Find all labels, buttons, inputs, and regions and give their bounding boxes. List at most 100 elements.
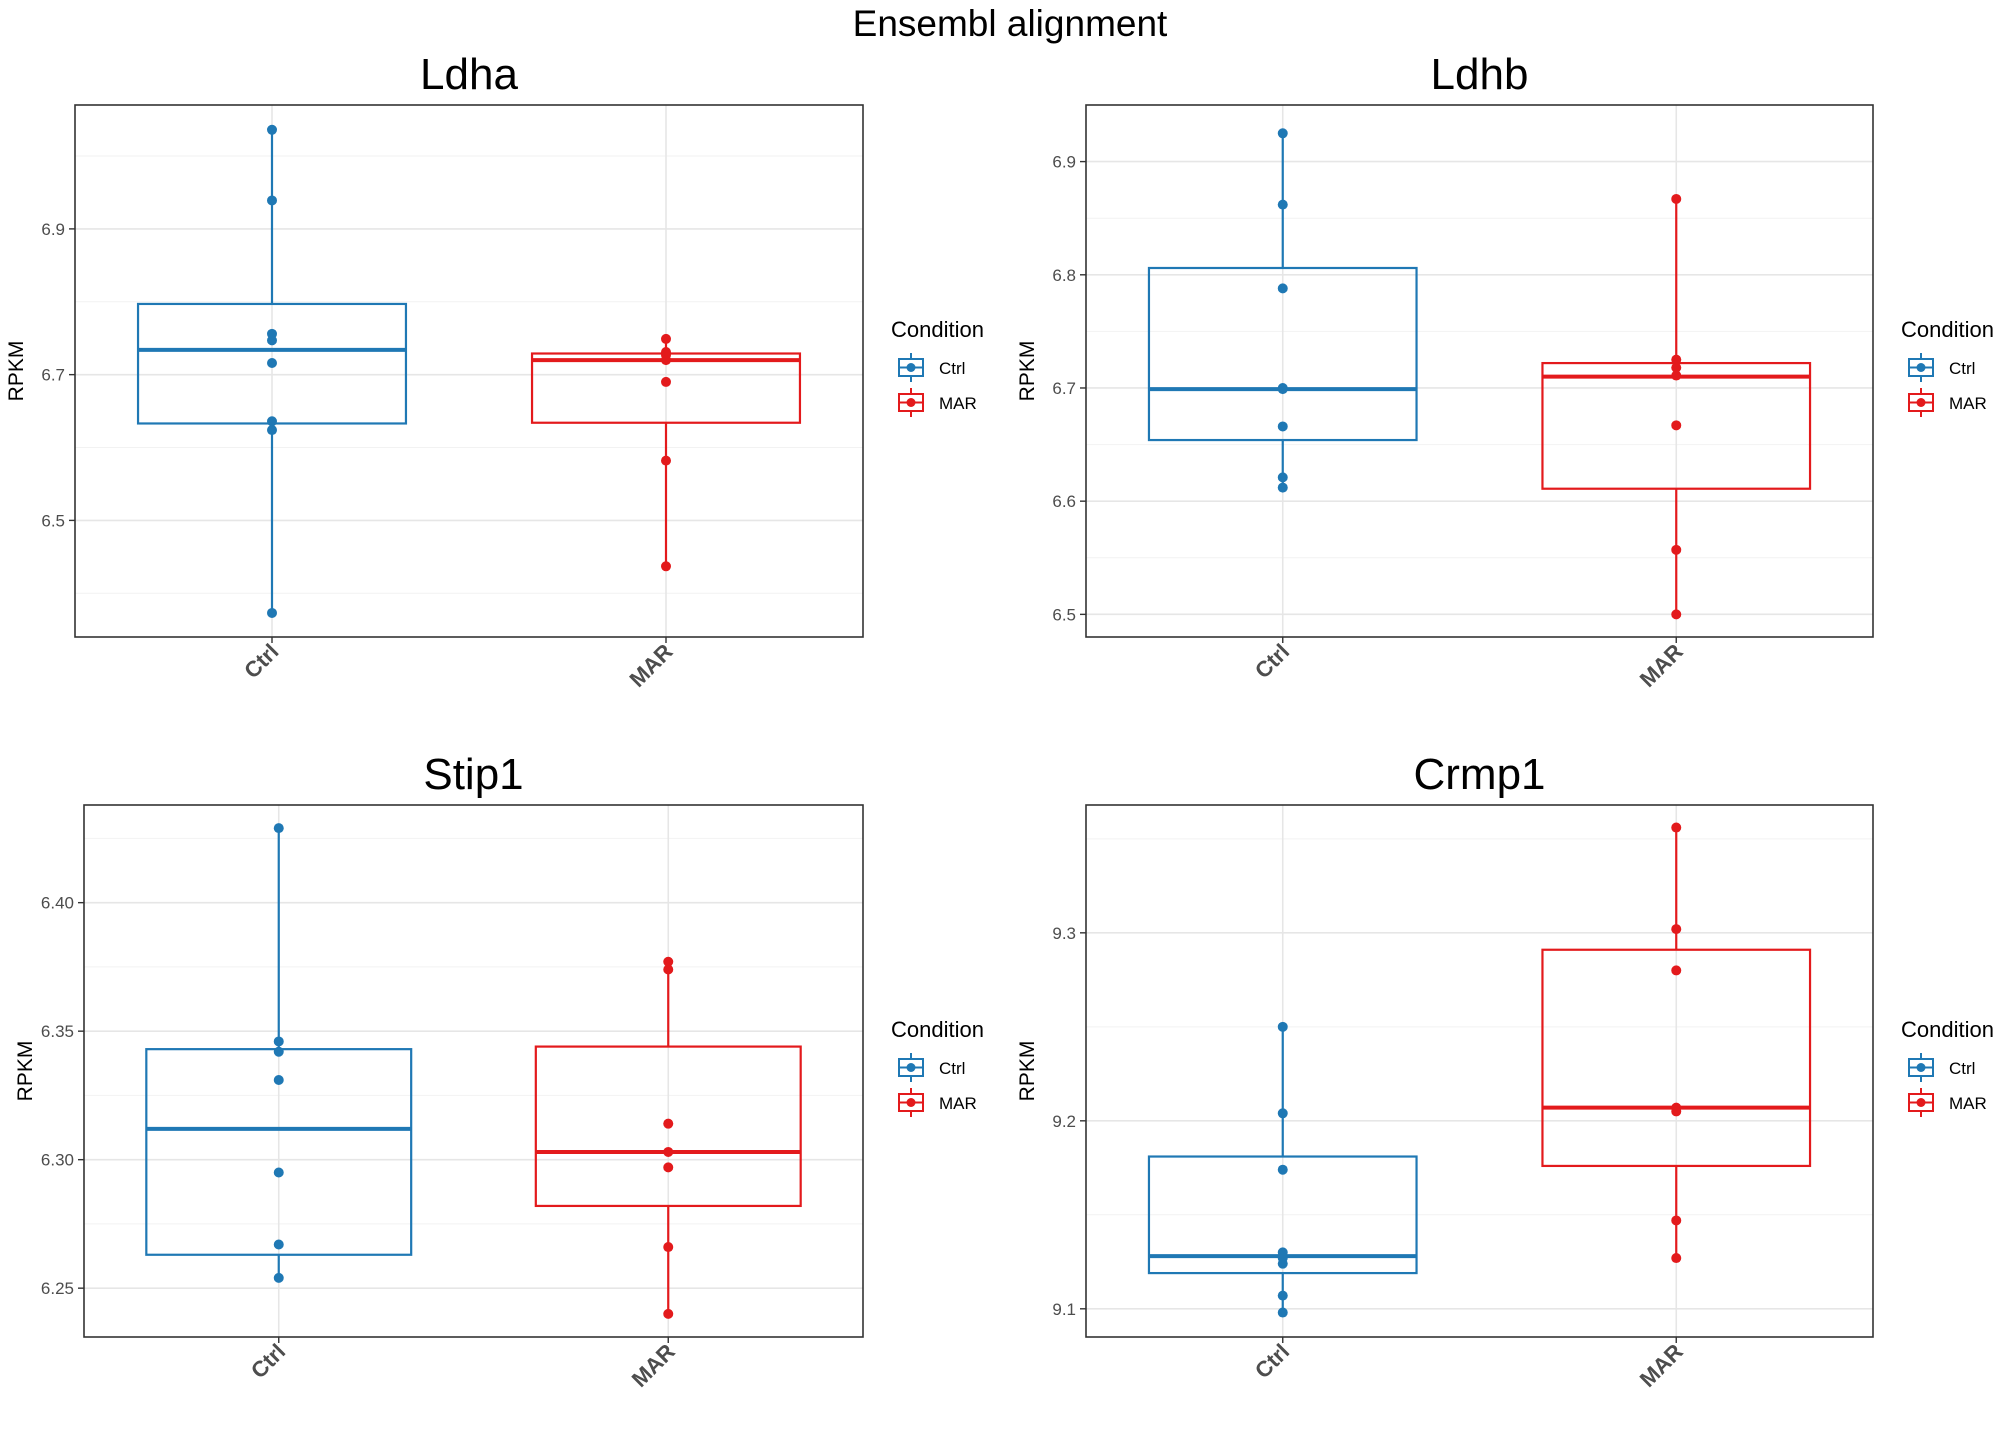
data-point xyxy=(1671,420,1682,431)
data-point xyxy=(273,1036,284,1047)
data-point xyxy=(1671,1215,1682,1226)
y-axis-label: RPKM xyxy=(1016,1041,1039,1102)
legend-key-ctrl xyxy=(898,1053,924,1082)
data-point xyxy=(1277,1258,1288,1269)
legend-key-mar xyxy=(898,388,924,417)
data-point xyxy=(1277,128,1288,139)
y-tick-label: 6.9 xyxy=(41,220,65,239)
data-point xyxy=(1277,1021,1288,1032)
plot-border xyxy=(1085,104,1874,638)
data-point xyxy=(1277,283,1288,294)
legend-title: Condition xyxy=(1901,1017,1994,1042)
data-point xyxy=(1671,354,1682,365)
series-mar xyxy=(1541,193,1812,620)
legend-key-mar xyxy=(1908,1088,1934,1117)
plot-background xyxy=(1086,805,1873,1337)
plot-background xyxy=(84,805,863,1337)
y-axis-label: RPKM xyxy=(1016,341,1039,402)
plot-border xyxy=(83,804,864,1338)
data-point xyxy=(1277,421,1288,432)
data-point xyxy=(267,416,277,427)
data-point xyxy=(663,1118,674,1129)
legend-key-ctrl xyxy=(898,353,924,382)
y-axis-label: RPKM xyxy=(14,1041,37,1102)
series-mar xyxy=(534,956,802,1319)
panel-title: Stip1 xyxy=(423,750,523,799)
data-point xyxy=(1277,384,1288,395)
y-axis: 9.1 9.2 9.3 xyxy=(1052,924,1086,1319)
data-point xyxy=(267,425,277,436)
data-point xyxy=(1671,193,1682,204)
data-point xyxy=(273,1272,284,1283)
legend: Condition Ctrl MAR xyxy=(1901,317,1994,417)
data-point xyxy=(1671,965,1682,976)
legend-key-point xyxy=(1916,1063,1926,1072)
data-point xyxy=(1277,1307,1288,1318)
series-mar xyxy=(530,333,802,572)
plot-border xyxy=(1085,804,1874,1338)
y-tick-label: 6.5 xyxy=(41,511,65,530)
plot-background xyxy=(1086,105,1873,637)
legend-key-point xyxy=(906,1063,916,1072)
data-point xyxy=(1671,609,1682,620)
data-point xyxy=(1277,1108,1288,1119)
data-point xyxy=(1277,1290,1288,1301)
y-tick-label: 9.2 xyxy=(1052,1112,1076,1131)
box xyxy=(534,1045,802,1208)
data-point xyxy=(661,376,671,387)
legend-label: MAR xyxy=(1949,1094,1987,1113)
figure-title: Ensembl alignment xyxy=(853,3,1168,44)
legend-key-point xyxy=(1916,1098,1926,1107)
y-tick-label: 6.9 xyxy=(1052,153,1076,172)
box xyxy=(1147,266,1418,442)
y-tick-label: 6.35 xyxy=(41,1022,74,1041)
y-tick-label: 9.3 xyxy=(1052,924,1076,943)
legend-key-point xyxy=(906,398,916,407)
data-point xyxy=(663,1146,674,1157)
panel-title: Ldha xyxy=(420,50,518,99)
y-tick-label: 6.5 xyxy=(1052,605,1076,624)
y-tick-label: 6.7 xyxy=(1052,379,1076,398)
legend-label: Ctrl xyxy=(1949,359,1975,378)
data-point xyxy=(1277,199,1288,210)
data-point xyxy=(273,1239,284,1250)
plot-border xyxy=(74,104,864,638)
data-point xyxy=(663,964,674,975)
legend-key-ctrl xyxy=(1908,1053,1934,1082)
y-tick-label: 9.1 xyxy=(1052,1300,1076,1319)
data-point xyxy=(661,455,671,466)
data-point xyxy=(663,1308,674,1319)
y-tick-label: 6.40 xyxy=(41,894,74,913)
box xyxy=(1541,948,1812,1168)
legend-label: MAR xyxy=(939,1094,977,1113)
data-point xyxy=(1277,482,1288,493)
data-point xyxy=(1671,822,1682,833)
data-point xyxy=(273,1074,284,1085)
series-ctrl xyxy=(1147,1021,1418,1318)
y-tick-label: 6.25 xyxy=(41,1279,74,1298)
data-point xyxy=(661,333,671,344)
legend-label: Ctrl xyxy=(939,359,965,378)
legend-key-ctrl xyxy=(1908,353,1934,382)
data-point xyxy=(1671,544,1682,555)
data-point xyxy=(267,357,277,368)
legend-key-mar xyxy=(898,1088,924,1117)
y-tick-label: 6.8 xyxy=(1052,266,1076,285)
data-point xyxy=(267,607,277,618)
legend-key-mar xyxy=(1908,388,1934,417)
legend-label: Ctrl xyxy=(1949,1059,1975,1078)
data-point xyxy=(661,355,671,366)
box xyxy=(1147,1155,1418,1275)
legend-key-point xyxy=(906,363,916,372)
panel-title: Crmp1 xyxy=(1413,750,1545,799)
data-point xyxy=(273,823,284,834)
grid xyxy=(75,105,863,637)
y-axis: 6.5 6.7 6.9 xyxy=(41,220,75,530)
legend-key-point xyxy=(906,1098,916,1107)
grid xyxy=(84,805,863,1337)
series-ctrl xyxy=(136,124,408,618)
legend-key-point xyxy=(1916,363,1926,372)
data-point xyxy=(267,195,277,206)
